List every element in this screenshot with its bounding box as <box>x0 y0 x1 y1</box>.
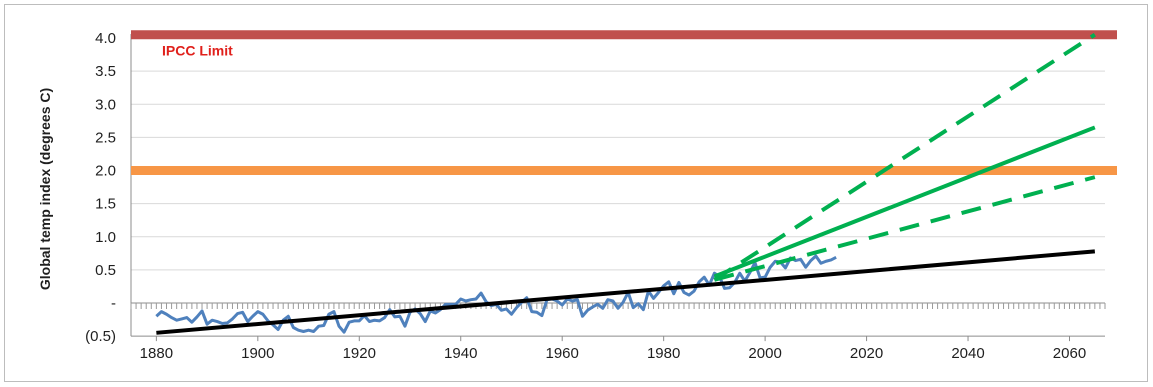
x-tick-label: 1960 <box>546 345 579 362</box>
projection-central-line <box>713 125 1096 279</box>
x-tick-label: 1920 <box>343 345 376 362</box>
x-tick-label: 1880 <box>140 345 173 362</box>
long-term-trend-line <box>156 249 1096 335</box>
ipcc-limit-label: IPCC Limit <box>162 43 233 59</box>
x-tick-label: 2000 <box>748 345 781 362</box>
y-tick-label: 0.5 <box>95 262 116 279</box>
y-tick-label: 2.5 <box>95 129 116 146</box>
y-tick-label: 4.0 <box>95 30 116 47</box>
x-tick-label: 2020 <box>850 345 883 362</box>
y-axis-title: Global temp index (degrees C) <box>37 88 53 290</box>
reference-lines <box>131 30 1117 175</box>
y-tick-label: 1.5 <box>95 196 116 213</box>
projection-low-dashed-line <box>713 175 1096 282</box>
grid-layer <box>131 37 1105 271</box>
series-layer <box>155 33 1096 335</box>
axis-layer <box>130 34 1106 342</box>
y-tick-label: 2.0 <box>95 163 116 180</box>
label-layer: (0.5) - 0.5 1.0 1.5 2.0 2.5 3.0 3.5 4.0 1880 1900 19… <box>85 30 1086 362</box>
y-tick-label: 1.0 <box>95 229 116 246</box>
y-tick-label: (0.5) <box>85 328 116 345</box>
y-tick-label: 3.5 <box>95 63 116 80</box>
projection-high-dashed-line <box>713 33 1096 282</box>
x-tick-label: 1940 <box>444 345 477 362</box>
y-tick-label: - <box>111 295 116 312</box>
x-tick-label: 2060 <box>1053 345 1086 362</box>
x-tick-label: 1980 <box>647 345 680 362</box>
x-tick-label: 2040 <box>951 345 984 362</box>
x-tick-label: 1900 <box>241 345 274 362</box>
y-tick-label: 3.0 <box>95 96 116 113</box>
